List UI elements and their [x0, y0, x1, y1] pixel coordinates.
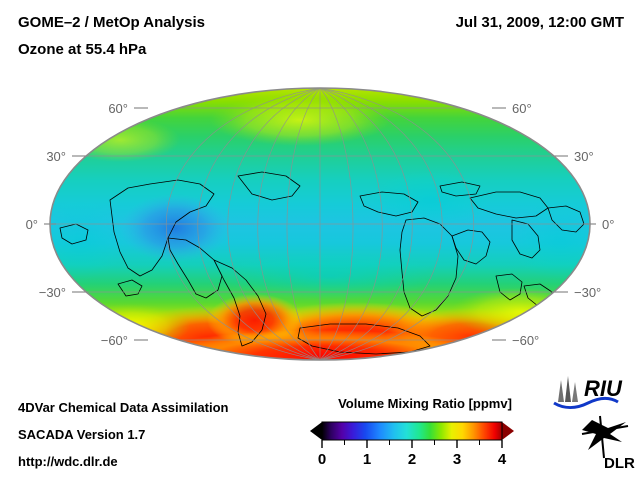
riu-logo-text: RIU [584, 376, 623, 401]
lat-label-right-0: 0° [602, 217, 614, 232]
lat-labels: 0° 30° −30° 0° 30° −30° 60° 60° −60° −60… [26, 101, 615, 348]
lat-label-right-m30: −30° [574, 285, 601, 300]
timestamp-label: Jul 31, 2009, 12:00 GMT [455, 14, 624, 31]
colorbar-low-cap [310, 422, 322, 440]
lat-label-inner-60-right: 60° [512, 101, 532, 116]
colorbar-tick-labels: 0 1 2 3 4 [318, 451, 507, 468]
colorbar-svg: 0 1 2 3 4 [310, 421, 514, 468]
footer-line-method: 4DVar Chemical Data Assimilation [18, 400, 229, 415]
lat-label-left-30: 30° [46, 149, 66, 164]
footer-line-url[interactable]: http://wdc.dlr.de [18, 454, 118, 469]
page-subtitle: Ozone at 55.4 hPa [18, 41, 147, 58]
footer-line-version: SACADA Version 1.7 [18, 427, 146, 442]
colorbar-title: Volume Mixing Ratio [ppmv] [338, 396, 512, 411]
dlr-logo-text: DLR [604, 455, 635, 472]
colorbar-high-cap [502, 422, 514, 440]
colorbar-tick-4: 4 [498, 451, 507, 468]
riu-logo: RIU [553, 376, 623, 409]
map-svg: 0° 30° −30° 0° 30° −30° 60° 60° −60° −60… [26, 87, 615, 361]
lat-label-inner-m60-right: −60° [512, 333, 539, 348]
lat-label-left-m30: −30° [39, 285, 66, 300]
colorbar-ticks [321, 440, 503, 448]
colorbar-tick-0: 0 [318, 451, 326, 468]
colorbar-tick-1: 1 [363, 451, 371, 468]
lat-label-inner-60: 60° [108, 101, 128, 116]
colorbar-tick-2: 2 [408, 451, 416, 468]
colorbar: Volume Mixing Ratio [ppmv] [300, 396, 550, 472]
colorbar-tick-3: 3 [453, 451, 461, 468]
lat-label-inner-m60: −60° [101, 333, 128, 348]
logo-svg: RIU DLR [553, 376, 635, 472]
lat-label-left-0: 0° [26, 217, 38, 232]
colorbar-gradient [321, 421, 503, 441]
lat-label-right-30: 30° [574, 149, 594, 164]
page-title: GOME–2 / MetOp Analysis [18, 14, 205, 31]
lat-tick-marks [44, 107, 596, 341]
dlr-logo: DLR [581, 415, 635, 472]
logos: RIU DLR [548, 372, 640, 472]
colorbar-minor-ticks [344, 440, 480, 445]
world-map: 0° 30° −30° 0° 30° −30° 60° 60° −60° −60… [0, 80, 640, 380]
